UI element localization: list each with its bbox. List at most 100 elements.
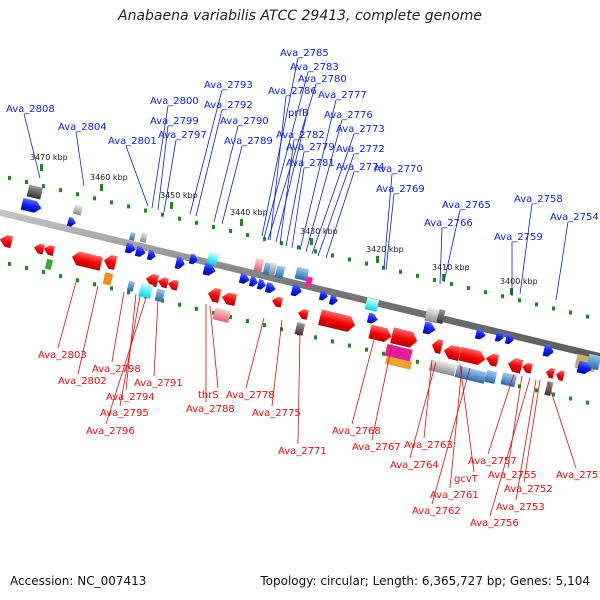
reverse-gene-label: Ava_2802 — [58, 376, 107, 387]
kbp-scale: 3470 kbp 3460 kbp 3450 kbp 3440 kbp 3430 kbp… — [30, 153, 538, 295]
gene-feature-box — [126, 280, 136, 292]
reverse-gene-label: Ava_2803 — [38, 350, 87, 361]
feature-shape — [364, 297, 380, 312]
reverse-gene-arrow — [168, 279, 179, 291]
gene-feature-box — [268, 261, 278, 275]
forward-leader-line — [23, 113, 41, 179]
forward-leader-line — [291, 167, 305, 249]
feature-shape — [0, 235, 14, 249]
outer-forward-tick — [348, 257, 351, 262]
reverse-leader-line — [245, 317, 265, 389]
outer-forward-tick — [280, 241, 283, 246]
forward-gene-label: Ava_2774 — [336, 162, 385, 173]
forward-gene-label: Ava_2786 — [268, 86, 317, 97]
reverse-gene-arrow — [432, 339, 444, 355]
outer-reverse-tick — [195, 306, 198, 311]
forward-gene-arrow — [290, 283, 302, 297]
forward-gene-arrow — [390, 327, 418, 348]
gene-feature-box — [364, 297, 380, 312]
gene-feature-box — [385, 355, 413, 370]
reverse-leader-line — [125, 293, 137, 391]
feature-shape — [494, 331, 504, 342]
scale-tick — [40, 164, 43, 171]
forward-leader-line — [311, 133, 355, 255]
forward-gene-label: Ava_2769 — [376, 184, 425, 195]
forward-gene-arrow — [188, 253, 198, 265]
forward-leader-line — [325, 171, 355, 259]
reverse-gene-label: Ava_2788 — [186, 404, 235, 415]
reverse-gene-label: Ava_2762 — [412, 506, 461, 517]
reverse-gene-label: Ava_2753 — [496, 502, 545, 513]
feature-shape — [294, 322, 306, 336]
feature-shape — [522, 362, 533, 374]
reverse-gene-arrow — [44, 245, 55, 256]
forward-leader-line — [279, 139, 295, 245]
forward-leader-line — [443, 209, 461, 283]
outer-reverse-tick — [127, 290, 130, 295]
scale-tick — [240, 219, 243, 226]
feature-shape — [268, 261, 278, 275]
feature-shape — [366, 312, 378, 324]
outer-forward-tick — [433, 277, 436, 282]
gene-feature-box — [294, 266, 310, 282]
gene-feature-box — [304, 276, 314, 288]
reverse-leader-line — [57, 281, 77, 349]
feature-shape — [102, 272, 114, 286]
forward-gene-label: Ava_2790 — [220, 116, 269, 127]
reverse-gene-arrow — [298, 309, 309, 320]
reverse-gene-label: Ava_2755 — [488, 470, 537, 481]
feature-shape — [454, 365, 487, 384]
forward-gene-arrow — [422, 321, 436, 335]
reverse-leader-line — [431, 367, 471, 505]
reverse-gene-arrow — [272, 296, 283, 308]
genome-summary-text: Topology: circular; Length: 6,365,727 bp… — [260, 574, 590, 588]
reverse-gene-label: Ava_2761 — [430, 490, 479, 501]
gene-feature-box — [72, 203, 83, 216]
reverse-gene-arrow — [104, 254, 118, 271]
gene-feature-box — [500, 372, 518, 388]
feature-shape — [256, 279, 266, 290]
forward-gene-arrow — [238, 272, 250, 284]
feature-shape — [208, 287, 222, 303]
gene-feature-box — [212, 307, 231, 323]
scale-label: 3420 kbp — [366, 245, 404, 254]
outer-reverse-tick — [25, 266, 28, 270]
reverse-gene-label: Ava_2757 — [468, 456, 517, 467]
outer-forward-tick — [518, 298, 521, 303]
reverse-leader-line — [515, 379, 537, 501]
reverse-gene-arrow — [522, 362, 533, 374]
genome-backbone — [0, 209, 600, 360]
feature-shape — [368, 324, 392, 342]
feature-shape — [174, 256, 185, 270]
forward-gene-label: Ava_2800 — [150, 96, 199, 107]
outer-forward-tick — [76, 192, 79, 197]
gene-feature-box — [138, 282, 154, 299]
reverse-leader-line — [271, 319, 283, 407]
forward-leader-line — [269, 95, 287, 241]
reverse-leader-line — [459, 363, 475, 473]
gene-feature-box — [294, 322, 306, 336]
outer-forward-tick — [25, 180, 28, 184]
scale-label: 3470 kbp — [30, 153, 68, 162]
gene-feature-box — [586, 353, 600, 371]
feature-shape — [586, 353, 600, 371]
forward-leader-line — [189, 89, 223, 215]
outer-forward-tick — [416, 273, 419, 278]
reverse-gene-label: Ava_2775 — [252, 408, 301, 419]
forward-gene-label: Ava_2792 — [204, 100, 253, 111]
outer-reverse-tick — [59, 274, 62, 279]
feature-shape — [422, 321, 436, 335]
outer-forward-tick — [110, 200, 113, 205]
reverse-gene-label: Ava_2767 — [352, 442, 401, 453]
gene-feature-box — [139, 231, 149, 243]
outer-reverse-tick — [229, 314, 232, 319]
genome-title: Anabaena variabilis ATCC 29413, complete… — [118, 8, 482, 24]
feature-shape — [222, 292, 238, 307]
forward-leader-line — [439, 227, 443, 285]
forward-gene-arrow — [474, 328, 486, 340]
gene-feature-box — [274, 265, 286, 279]
outer-forward-tick — [467, 286, 470, 291]
forward-gene-arrow — [318, 309, 356, 332]
reverse-gene-arrow — [146, 274, 160, 288]
forward-leader-line — [75, 131, 85, 187]
